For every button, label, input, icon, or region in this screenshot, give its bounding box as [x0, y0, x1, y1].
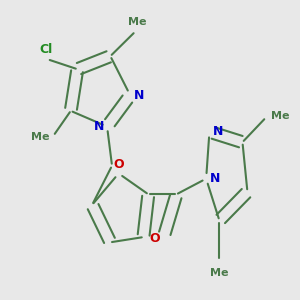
Text: O: O	[149, 232, 160, 245]
Text: Me: Me	[128, 17, 146, 28]
Text: O: O	[113, 158, 124, 171]
Text: Me: Me	[31, 132, 49, 142]
Text: N: N	[209, 172, 220, 185]
Text: Me: Me	[210, 268, 229, 278]
Text: N: N	[213, 125, 223, 138]
Text: N: N	[93, 120, 104, 133]
Text: Me: Me	[271, 111, 289, 121]
Text: Cl: Cl	[39, 43, 52, 56]
Text: N: N	[134, 89, 144, 102]
